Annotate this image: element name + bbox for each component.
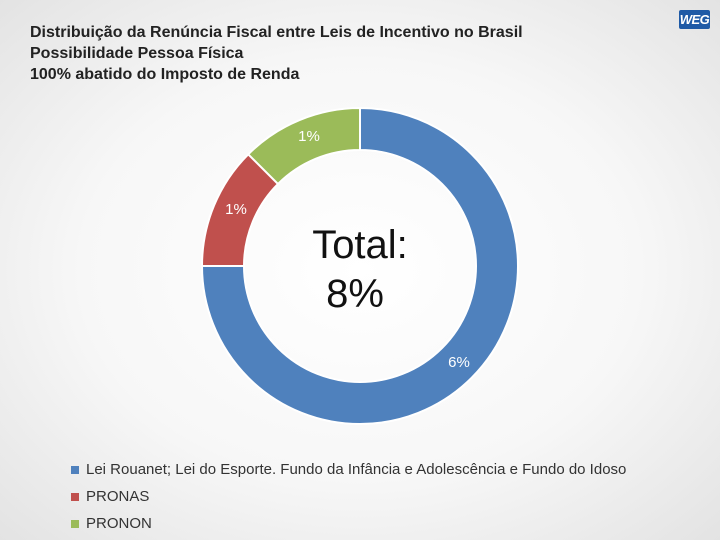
weg-logo: WEG	[679, 10, 710, 29]
data-label-pronas: 1%	[225, 201, 247, 218]
chart-title: Distribuição da Renúncia Fiscal entre Le…	[30, 22, 523, 85]
legend-label: PRONAS	[86, 488, 150, 505]
legend-item-lei-rouanet: Lei Rouanet; Lei do Esporte. Fundo da In…	[71, 456, 626, 483]
center-total-label: Total:	[312, 223, 408, 267]
legend-item-pronon: PRONON	[71, 510, 626, 537]
legend-label: PRONON	[86, 515, 152, 532]
legend-swatch-green	[71, 519, 79, 528]
legend-item-pronas: PRONAS	[71, 483, 626, 510]
legend-swatch-red	[71, 492, 79, 501]
title-line-3: 100% abatido do Imposto de Renda	[30, 66, 300, 83]
legend-swatch-blue	[71, 465, 79, 474]
data-label-pronon: 1%	[298, 128, 320, 145]
title-line-1: Distribuição da Renúncia Fiscal entre Le…	[30, 24, 523, 41]
chart-legend: Lei Rouanet; Lei do Esporte. Fundo da In…	[71, 456, 626, 537]
data-label-lei-rouanet: 6%	[448, 354, 470, 371]
center-total-value: 8%	[326, 272, 384, 316]
title-line-2: Possibilidade Pessoa Física	[30, 45, 244, 62]
slice-pronon	[246, 106, 361, 186]
slice-lei-rouanet	[200, 106, 519, 425]
legend-label: Lei Rouanet; Lei do Esporte. Fundo da In…	[86, 461, 627, 478]
